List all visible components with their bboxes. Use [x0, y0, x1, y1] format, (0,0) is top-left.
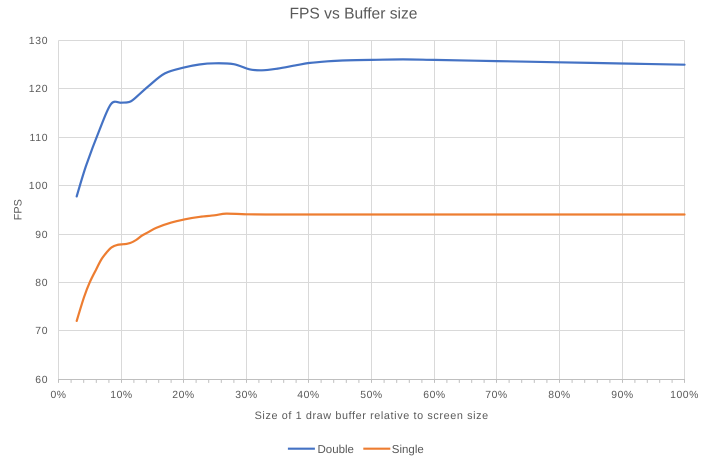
svg-text:Size of 1 draw buffer relative: Size of 1 draw buffer relative to screen… — [255, 410, 489, 422]
svg-text:Single: Single — [392, 444, 424, 456]
svg-text:120: 120 — [29, 84, 48, 95]
svg-text:Double: Double — [318, 444, 354, 456]
svg-text:90: 90 — [35, 230, 48, 241]
svg-text:10%: 10% — [110, 390, 132, 401]
svg-text:20%: 20% — [172, 390, 194, 401]
svg-text:FPS: FPS — [12, 199, 24, 220]
svg-text:100: 100 — [29, 181, 48, 192]
svg-text:0%: 0% — [50, 390, 66, 401]
svg-text:80%: 80% — [548, 390, 570, 401]
svg-text:40%: 40% — [297, 390, 319, 401]
svg-text:80: 80 — [35, 278, 48, 289]
svg-text:FPS vs Buffer size: FPS vs Buffer size — [290, 6, 418, 23]
svg-text:70: 70 — [35, 326, 48, 337]
svg-text:60%: 60% — [423, 390, 445, 401]
svg-text:110: 110 — [30, 133, 49, 144]
svg-text:60: 60 — [35, 375, 48, 386]
svg-text:70%: 70% — [485, 390, 507, 401]
svg-text:100%: 100% — [670, 390, 699, 401]
svg-text:30%: 30% — [235, 390, 257, 401]
svg-text:90%: 90% — [611, 390, 633, 401]
svg-text:50%: 50% — [360, 390, 382, 401]
svg-text:130: 130 — [29, 36, 48, 47]
